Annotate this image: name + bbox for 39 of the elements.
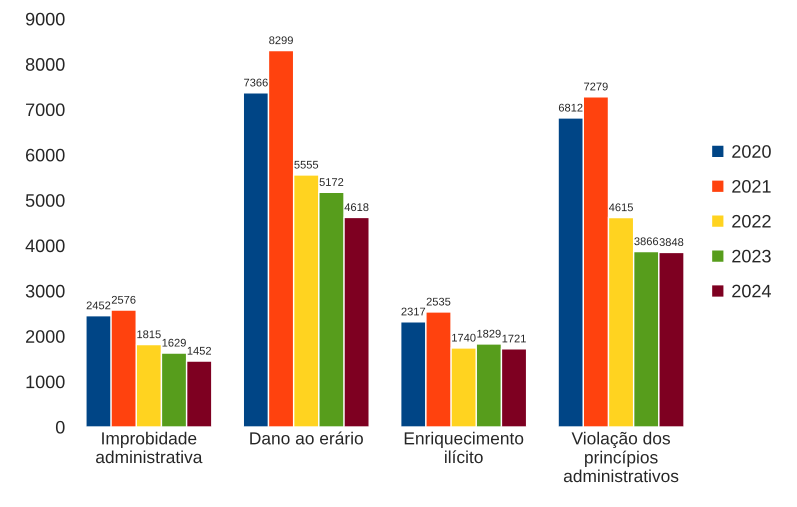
data-label: 1721 [502, 334, 526, 342]
y-tick-label: 5000 [26, 194, 65, 207]
data-label: 2452 [86, 301, 110, 310]
x-tick-label: Enriquecimento ilícito [404, 432, 524, 464]
legend-label: 2022 [732, 214, 771, 228]
data-label: 1740 [452, 334, 476, 342]
data-label: 1629 [162, 338, 186, 347]
data-label: 8299 [269, 36, 293, 44]
y-tick-label: 1000 [26, 375, 65, 388]
data-label: 5172 [320, 178, 344, 186]
y-tick-label: 9000 [26, 12, 65, 26]
x-tick-label: Dano ao erário [250, 432, 363, 445]
data-label: 5555 [294, 160, 318, 169]
data-label: 7279 [584, 82, 608, 90]
data-label: 4615 [608, 203, 633, 212]
data-label: 2576 [112, 296, 136, 304]
legend-label: 2024 [732, 284, 771, 298]
y-tick-label: 3000 [26, 284, 65, 298]
x-tick-label: Violação dos princípios administrativos [564, 432, 678, 482]
y-tick-label: 4000 [26, 239, 65, 252]
y-tick-label: 8000 [26, 58, 65, 71]
data-label: 6812 [558, 104, 582, 112]
legend-label: 2020 [732, 145, 771, 158]
data-label: 3848 [660, 238, 684, 246]
x-tick-label: Improbidade administrativa [96, 432, 202, 464]
y-tick-label: 7000 [26, 103, 65, 116]
y-tick-label: 0 [56, 420, 65, 434]
legend-label: 2021 [732, 180, 771, 193]
data-label: 1829 [477, 330, 501, 338]
y-tick-label: 2000 [26, 330, 65, 343]
data-label: 1815 [137, 330, 161, 338]
data-label: 2317 [401, 308, 426, 316]
y-tick-label: 6000 [26, 148, 65, 162]
data-label: 2535 [426, 298, 450, 306]
data-label: 3866 [634, 237, 658, 246]
data-label: 7366 [244, 78, 268, 86]
legend-label: 2023 [732, 250, 771, 263]
data-label: 1452 [188, 346, 212, 355]
data-label: 4618 [344, 203, 368, 212]
